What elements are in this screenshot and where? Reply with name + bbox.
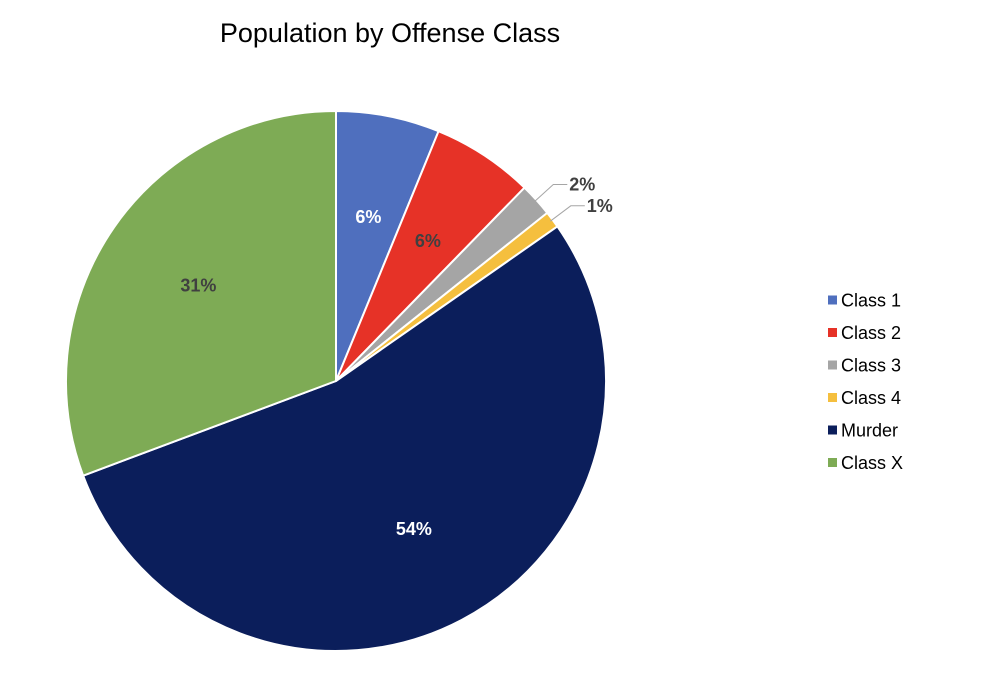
slice-labels: 6% 6% 2%1% 54% 31% — [180, 175, 612, 540]
legend-swatch-class-x — [828, 458, 837, 467]
legend-swatch-murder — [828, 425, 837, 435]
legend-label-class-4: Class 4 — [841, 388, 901, 408]
legend-item-class-2: Class 2 — [828, 323, 901, 343]
legend-swatch-class-1 — [828, 295, 837, 305]
leader-lines — [533, 184, 585, 222]
slice-label-class-2: 6% — [415, 231, 441, 251]
slice-label-class-x: 31% — [180, 276, 216, 296]
legend-swatch-class-2 — [828, 328, 837, 337]
legend-label-class-x: Class X — [841, 453, 903, 473]
legend-label-class-2: Class 2 — [841, 323, 901, 343]
pie-slice-class-x — [65, 110, 337, 477]
pie-slices — [65, 110, 607, 652]
legend-label-class-3: Class 3 — [841, 356, 901, 376]
legend-swatch-class-3 — [828, 360, 837, 370]
pie-slice-murder — [82, 225, 607, 652]
legend-item-class-1: Class 1 — [828, 291, 901, 311]
legend-item-murder: Murder — [828, 421, 898, 441]
legend-swatch-class-4 — [828, 393, 837, 402]
legend: Class 1 Class 2 Class 3 Class 4 Murder Class … — [828, 291, 903, 473]
legend-item-class-x: Class X — [828, 453, 903, 473]
legend-item-class-3: Class 3 — [828, 356, 901, 376]
slice-label-class-4: 1% — [587, 196, 613, 216]
leader-line-class-3 — [533, 184, 568, 203]
slice-label-class-3: 2% — [569, 175, 595, 195]
legend-item-class-4: Class 4 — [828, 388, 901, 408]
slice-label-murder: 54% — [396, 519, 432, 539]
slice-label-class-1: 6% — [355, 207, 381, 227]
legend-label-class-1: Class 1 — [841, 291, 901, 311]
leader-line-class-4 — [549, 205, 585, 222]
chart-title: Population by Offense Class — [220, 18, 560, 48]
legend-label-murder: Murder — [841, 421, 898, 441]
